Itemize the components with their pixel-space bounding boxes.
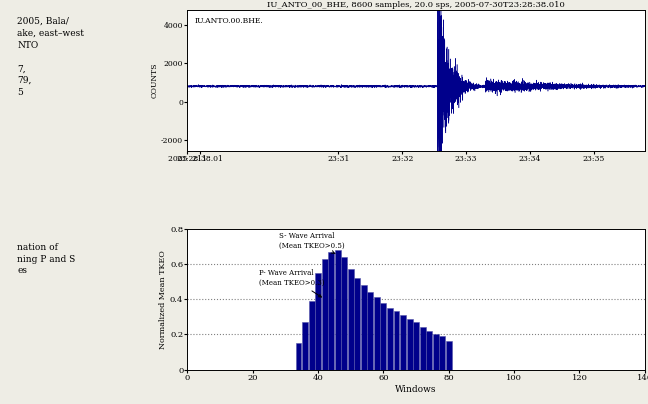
Bar (308, 301, 314, 370)
Bar (315, 273, 321, 370)
Bar (341, 257, 347, 370)
Text: nation of
ning P and S
es: nation of ning P and S es (17, 243, 76, 276)
Bar (361, 285, 367, 370)
Bar (393, 311, 399, 370)
Bar (413, 322, 419, 370)
Bar (433, 335, 439, 370)
Bar (420, 327, 426, 370)
Bar (387, 308, 393, 370)
Bar (335, 250, 341, 370)
Bar (426, 331, 432, 370)
Text: S- Wave Arrival
(Mean TKEO>0.5): S- Wave Arrival (Mean TKEO>0.5) (279, 232, 345, 254)
Bar (380, 303, 386, 370)
Bar (367, 292, 373, 370)
Bar (321, 259, 328, 370)
Y-axis label: Normalized Mean TKEO: Normalized Mean TKEO (159, 250, 167, 349)
Title: IU_ANTO_00_BHE, 8600 samples, 20.0 sps, 2005-07-30T23:28:38.010: IU_ANTO_00_BHE, 8600 samples, 20.0 sps, … (267, 1, 565, 9)
Text: 2005, Bala/
ake, east–west
NTO

7,
79,
5: 2005, Bala/ ake, east–west NTO 7, 79, 5 (17, 17, 84, 97)
X-axis label: Windows: Windows (395, 385, 437, 393)
Bar (329, 252, 334, 370)
Bar (302, 322, 308, 370)
Bar (400, 315, 406, 370)
Bar (295, 343, 301, 370)
Bar (446, 341, 452, 370)
Bar (374, 297, 380, 370)
Bar (439, 336, 445, 370)
Bar (348, 269, 354, 370)
Text: P- Wave Arrival
(Mean TKEO>0.3): P- Wave Arrival (Mean TKEO>0.3) (259, 269, 325, 297)
Text: IU.ANTO.00.BHE.: IU.ANTO.00.BHE. (194, 17, 263, 25)
Bar (407, 318, 413, 370)
Y-axis label: COUNTS: COUNTS (150, 63, 158, 98)
Bar (354, 278, 360, 370)
